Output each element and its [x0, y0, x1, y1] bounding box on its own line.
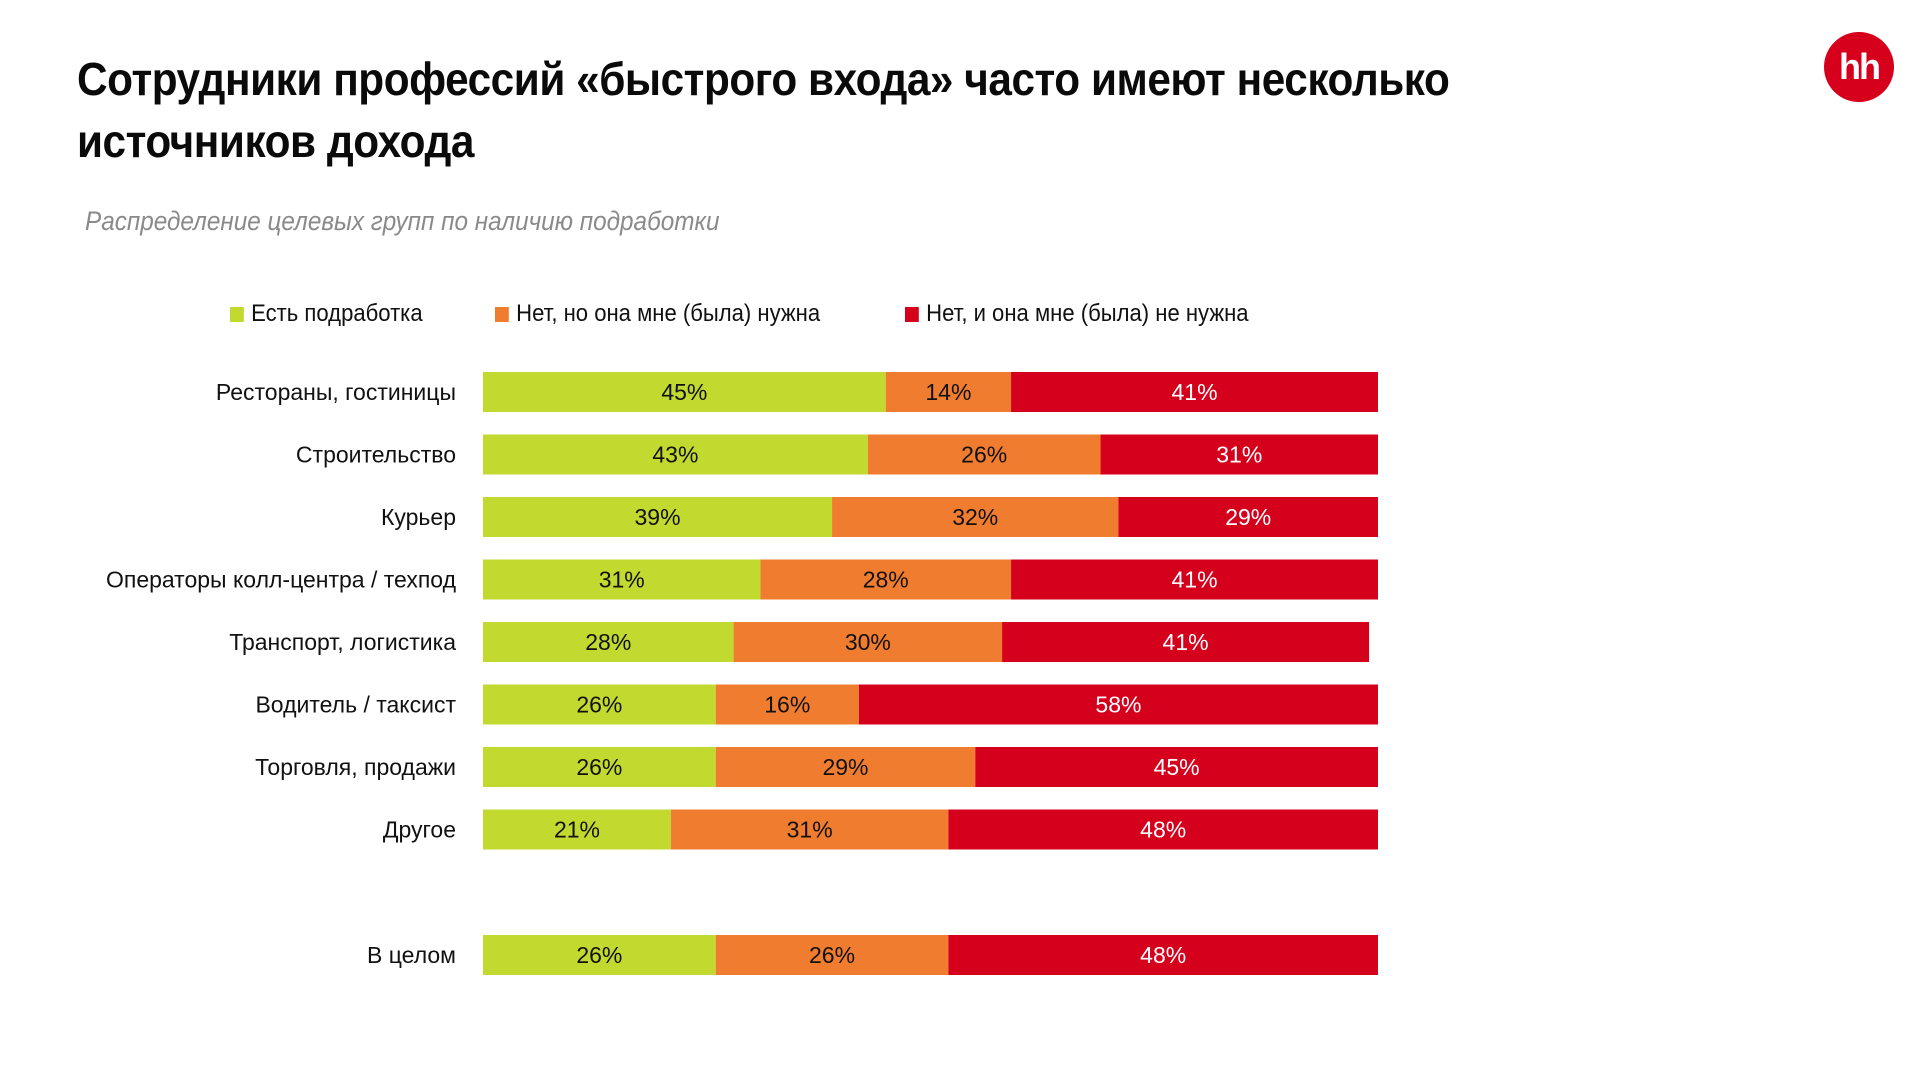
bar-segment-not-needed: [948, 935, 1378, 975]
bar-segment-has-side-job: [483, 559, 761, 600]
legend-item-not-needed: Нет, и она мне (была) не нужна: [904, 300, 1249, 328]
bar-segment-has-side-job: [483, 622, 734, 662]
bar-segment-needed: [733, 622, 1003, 662]
bar-segment-not-needed: [1011, 559, 1378, 600]
bar-row: Торговля, продажи 26% 29% 45%: [255, 747, 1378, 787]
bar-segment-needed: [715, 747, 976, 787]
category-label: В целом: [367, 942, 456, 968]
category-label: Водитель / таксист: [255, 692, 456, 718]
title-line-1: Сотрудники профессий «быстрого входа» ча…: [77, 53, 1450, 105]
page-title: Сотрудники профессий «быстрого входа» ча…: [77, 48, 1512, 172]
data-label: 41%: [1172, 379, 1218, 405]
data-label: 26%: [576, 754, 622, 780]
legend-label: Нет, и она мне (была) не нужна: [925, 300, 1249, 327]
bar-segment-not-needed: [1100, 434, 1378, 475]
legend-swatch-orange: [495, 306, 510, 322]
legend-swatch-green: [230, 306, 244, 322]
logo-text: hh: [1839, 46, 1881, 87]
legend-item-has-side-job: Есть подработка: [230, 300, 423, 328]
data-label: 29%: [1225, 504, 1271, 530]
data-label: 30%: [845, 629, 891, 655]
category-label: Транспорт, логистика: [229, 629, 456, 655]
data-label: 26%: [576, 942, 622, 968]
bar-row: Операторы колл-центра / техпод 31% 28% 41%: [106, 559, 1378, 600]
bar-row: Транспорт, логистика 28% 30% 41%: [229, 622, 1370, 662]
bar-segment-not-needed: [975, 747, 1378, 787]
legend-swatch-red: [904, 306, 919, 322]
bar-row: Рестораны, гостиницы 45% 14% 41%: [216, 372, 1378, 412]
data-label: 43%: [652, 442, 698, 468]
bar-row: Водитель / таксист 26% 16% 58%: [255, 684, 1378, 725]
bar-segment-not-needed: [948, 809, 1378, 850]
bar-segment-needed: [885, 372, 1012, 412]
bar-segment-needed: [760, 559, 1012, 600]
data-label: 48%: [1140, 942, 1186, 968]
data-label: 58%: [1095, 692, 1141, 718]
data-label: 26%: [961, 442, 1007, 468]
bar-segment-needed: [670, 809, 949, 850]
chart-subtitle: Распределение целевых групп по наличию п…: [85, 206, 720, 236]
bar-segment-has-side-job: [483, 935, 716, 975]
bar-row: В целом 26% 26% 48%: [367, 935, 1378, 975]
hh-logo: hh: [1824, 32, 1894, 102]
data-label: 32%: [952, 504, 998, 530]
bar-segment-not-needed: [1118, 497, 1378, 537]
bar-segment-not-needed: [1011, 372, 1378, 412]
category-label: Торговля, продажи: [255, 754, 456, 780]
data-label: 41%: [1163, 629, 1209, 655]
legend-label: Нет, но она мне (была) нужна: [516, 300, 821, 327]
data-label: 29%: [822, 754, 868, 780]
category-label: Операторы колл-центра / техпод: [106, 567, 457, 593]
category-label: Другое: [383, 817, 456, 843]
bar-segment-not-needed: [858, 684, 1378, 725]
data-label: 16%: [764, 692, 810, 718]
bar-row: Другое 21% 31% 48%: [383, 809, 1378, 850]
data-label: 39%: [635, 504, 681, 530]
bar-segment-needed: [832, 497, 1119, 537]
bar-segment-has-side-job: [483, 372, 886, 412]
bar-segment-has-side-job: [483, 497, 833, 537]
data-label: 31%: [787, 817, 833, 843]
bar-row: Строительство 43% 26% 31%: [296, 434, 1378, 475]
data-label: 26%: [809, 942, 855, 968]
data-label: 45%: [1154, 754, 1200, 780]
category-label: Курьер: [381, 504, 456, 530]
legend-label: Есть подработка: [251, 300, 423, 327]
bar-segment-has-side-job: [483, 434, 868, 475]
category-label: Строительство: [296, 442, 456, 468]
title-line-2: источников дохода: [77, 115, 474, 167]
legend-item-needed: Нет, но она мне (была) нужна: [495, 300, 820, 328]
data-label: 31%: [599, 567, 645, 593]
data-label: 48%: [1140, 817, 1186, 843]
chart-legend: Есть подработка Нет, но она мне (была) н…: [230, 300, 1278, 328]
bar-segment-has-side-job: [483, 684, 716, 725]
data-label: 28%: [863, 567, 909, 593]
data-label: 21%: [554, 817, 600, 843]
bar-segment-needed: [715, 935, 949, 975]
bar-segment-has-side-job: [483, 809, 671, 850]
bar-row: Курьер 39% 32% 29%: [381, 497, 1378, 537]
bar-segment-not-needed: [1002, 622, 1370, 662]
bar-segment-needed: [715, 684, 859, 725]
data-label: 26%: [576, 692, 622, 718]
data-label: 14%: [925, 379, 971, 405]
data-label: 45%: [661, 379, 707, 405]
category-label: Рестораны, гостиницы: [216, 379, 456, 405]
data-label: 28%: [585, 629, 631, 655]
data-label: 31%: [1216, 442, 1262, 468]
data-label: 41%: [1172, 567, 1218, 593]
bar-segment-needed: [867, 434, 1101, 475]
bar-segment-has-side-job: [483, 747, 716, 787]
